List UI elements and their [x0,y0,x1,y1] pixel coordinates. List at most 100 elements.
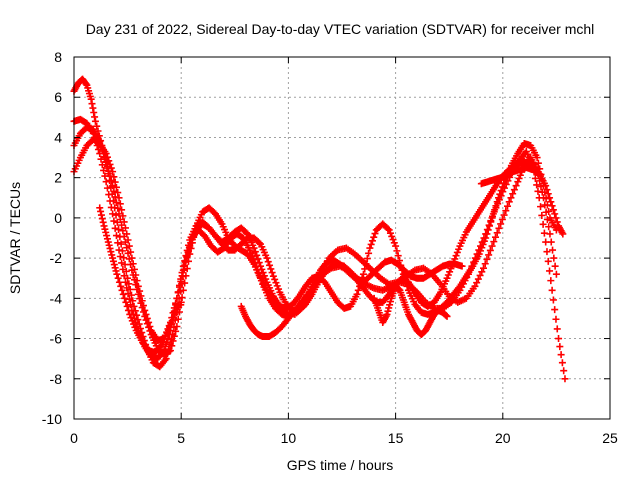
data-point [109,257,117,265]
data-point [107,177,115,185]
data-point [480,264,488,272]
data-point [115,278,123,286]
data-point [266,261,274,269]
data-point [142,310,150,318]
data-point [112,183,120,191]
data-point [111,178,119,186]
data-point [552,214,560,222]
data-point [98,161,106,169]
data-point [111,264,119,272]
data-point [552,270,560,278]
data-point [188,236,196,244]
data-point [534,187,542,195]
data-point [114,189,122,197]
x-axis-label: GPS time / hours [287,457,394,473]
data-point [489,210,497,218]
series-sat-e [96,204,185,357]
data-point [492,233,500,241]
data-point [543,186,551,194]
data-point [482,234,490,242]
data-point [128,254,136,262]
data-point [488,242,496,250]
data-point [112,199,120,207]
y-tick-label: 2 [54,170,62,186]
data-points [70,75,569,383]
data-point [106,172,114,180]
data-point [475,250,483,258]
data-point [103,153,111,161]
data-point [542,182,550,190]
data-point [368,237,376,245]
series-sat-g [370,282,451,339]
data-point [120,218,128,226]
data-point [394,252,402,260]
data-point [478,268,486,276]
data-point [127,248,135,256]
data-point [251,248,259,256]
series-sat-d [70,135,535,345]
data-point [389,236,397,244]
data-point [556,343,564,351]
data-point [443,274,451,282]
data-point [164,327,172,335]
data-point [452,252,460,260]
data-point [103,232,111,240]
data-point [87,95,95,103]
data-point [471,282,479,290]
data-point [124,306,132,314]
data-point [137,292,145,300]
data-point [102,228,110,236]
y-axis-label: SDTVAR / TECUs [7,182,23,294]
data-point [540,229,548,237]
data-point [386,229,394,237]
x-tick-label: 0 [70,430,78,446]
data-point [172,299,180,307]
data-point [173,322,181,330]
data-point [111,193,119,201]
data-point [514,178,522,186]
x-tick-label: 15 [388,430,404,446]
series-sat-h [477,164,567,238]
data-point [132,271,140,279]
data-point [384,307,392,315]
data-point [102,178,110,186]
data-point [546,230,554,238]
data-point [183,252,191,260]
data-point [549,296,557,304]
data-point [539,220,547,228]
data-point [89,104,97,112]
data-point [366,244,374,252]
data-point [118,206,126,214]
data-point [115,194,123,202]
data-point [547,198,555,206]
data-point [170,332,178,340]
data-point [551,306,559,314]
data-point [110,187,118,195]
data-point [362,260,370,268]
data-point [545,223,553,231]
data-point [118,247,126,255]
y-tick-label: -8 [50,371,63,387]
data-point [367,240,375,248]
data-point [91,113,99,121]
data-point [272,279,280,287]
x-tick-label: 10 [281,430,297,446]
data-point [165,347,173,355]
data-point [561,375,569,383]
data-point [497,187,505,195]
data-point [174,289,182,297]
data-point [546,267,554,275]
data-point [168,317,176,325]
data-point [267,265,275,273]
data-point [116,215,124,223]
data-point [110,261,118,269]
data-point [114,239,122,247]
data-point [138,297,146,305]
data-point [386,301,394,309]
data-point [163,339,171,347]
data-point [125,295,133,303]
data-point [93,122,101,130]
data-point [510,186,518,194]
data-point [134,282,142,290]
